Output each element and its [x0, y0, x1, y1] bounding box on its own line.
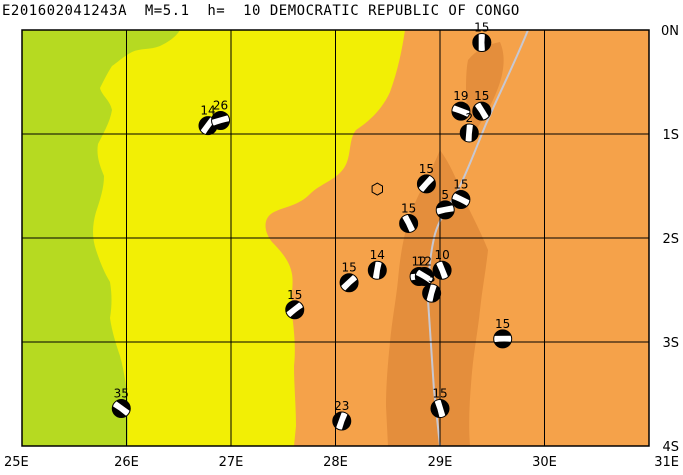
beachball-compression-quadrant: [368, 261, 376, 278]
focal-mechanism[interactable]: 15: [285, 288, 305, 320]
event-depth-label: 15: [453, 178, 468, 192]
beachball-compression-quadrant: [479, 102, 491, 117]
focal-mechanism[interactable]: 14: [367, 248, 387, 280]
beachball-compression-quadrant: [415, 274, 430, 286]
lon-tick-label: 28E: [323, 455, 348, 470]
beachball-compression-quadrant: [437, 211, 455, 219]
beachball-compression-quadrant: [211, 111, 228, 120]
beachball-compression-quadrant: [112, 406, 127, 418]
beachball-compression-quadrant: [484, 34, 491, 51]
focal-mechanism[interactable]: 15: [399, 201, 419, 233]
event-depth-label: 15: [474, 20, 489, 34]
beachball-compression-quadrant: [494, 341, 512, 348]
beachball-compression-quadrant: [451, 198, 468, 209]
event-depth-label: 14: [370, 248, 385, 262]
event-depth-label: 12: [411, 254, 426, 268]
event-depth-label: 15: [495, 317, 510, 331]
event-depth-label: 15: [401, 201, 416, 215]
epicenter-hexagon-icon: [371, 182, 383, 196]
lat-tick-label: 0N: [661, 24, 679, 39]
focal-mechanism[interactable]: 3: [422, 271, 442, 303]
beachball-compression-quadrant: [494, 329, 512, 336]
lon-tick-label: 27E: [219, 455, 244, 470]
event-depth-label: 12: [417, 254, 432, 268]
focal-mechanism[interactable]: 15: [339, 261, 359, 293]
lon-tick-label: 25E: [4, 455, 29, 470]
lat-tick-label: 1S: [662, 128, 679, 143]
lon-tick-label: 26E: [114, 455, 139, 470]
beachball-compression-quadrant: [332, 411, 342, 428]
lat-tick-label: 3S: [662, 336, 679, 351]
event-depth-label: 26: [213, 98, 228, 112]
lon-tick-label: 29E: [428, 455, 453, 470]
event-depth-label: 5: [441, 188, 449, 202]
event-depth-label: 3: [428, 271, 436, 285]
lon-tick-label: 30E: [532, 455, 557, 470]
event-depth-label: 19: [453, 89, 468, 103]
event-depth-label: 15: [287, 288, 302, 302]
event-depth-label: 10: [434, 248, 449, 262]
beachball-compression-quadrant: [199, 116, 211, 131]
axis-tick-labels: 25E 26E 27E 28E 29E 30E 31E 0N 1S 2S 3S 4S: [4, 24, 679, 470]
map-frame: [21, 29, 650, 447]
beachball-compression-quadrant: [432, 285, 441, 303]
beachball-compression-quadrant: [436, 200, 453, 209]
beachball-compression-quadrant: [433, 263, 443, 280]
event-depth-label: 2: [465, 111, 473, 125]
focal-mechanism[interactable]: 2: [459, 111, 479, 143]
beachball-compression-quadrant: [116, 399, 131, 411]
event-depth-label: 14: [200, 104, 215, 118]
event-depth-label: 15: [432, 387, 447, 401]
focal-mechanism[interactable]: 5: [435, 188, 455, 220]
focal-mechanism[interactable]: 15: [493, 317, 513, 349]
lat-tick-label: 4S: [662, 440, 679, 455]
beachball-compression-quadrant: [340, 273, 354, 287]
focal-mechanism[interactable]: 12: [414, 254, 434, 286]
focal-mechanism[interactable]: 23: [332, 399, 352, 431]
beachball-compression-quadrant: [471, 124, 479, 142]
focal-mechanism[interactable]: 15: [472, 89, 492, 121]
focal-mechanism[interactable]: 15: [451, 178, 471, 210]
beachball-compression-quadrant: [472, 34, 479, 51]
focal-mechanism[interactable]: 15: [472, 20, 492, 52]
focal-mechanism[interactable]: 15: [416, 162, 436, 194]
beachball-compression-quadrant: [418, 267, 434, 279]
beachball-compression-quadrant: [460, 124, 467, 142]
beachball-compression-quadrant: [441, 261, 452, 277]
beachball-compression-quadrant: [345, 279, 359, 292]
beachball-compression-quadrant: [399, 217, 410, 233]
beachball-compression-quadrant: [422, 284, 431, 301]
focal-mechanism[interactable]: 26: [211, 98, 231, 130]
beachball-compression-quadrant: [454, 190, 470, 201]
event-depth-label: 15: [474, 89, 489, 103]
focal-mechanism[interactable]: 14: [198, 104, 218, 136]
beachball-compression-quadrant: [378, 262, 387, 280]
beachball-compression-quadrant: [440, 399, 449, 416]
event-depth-label: 23: [334, 399, 349, 413]
lat-tick-label: 2S: [662, 232, 679, 247]
beachball-compression-quadrant: [423, 179, 436, 194]
map-title: E201602041243A M=5.1 h= 10 DEMOCRATIC RE…: [2, 3, 520, 19]
beachball-compression-quadrant: [431, 401, 440, 418]
event-depth-label: 15: [419, 162, 434, 176]
beachball-compression-quadrant: [290, 307, 304, 319]
beachball-compression-quadrant: [407, 214, 418, 230]
beachball-compression-quadrant: [213, 121, 230, 130]
beachball-compression-quadrant: [417, 174, 430, 189]
event-depth-label: 35: [114, 387, 129, 401]
beachball-compression-quadrant: [285, 300, 300, 313]
focal-mechanism[interactable]: 10: [432, 248, 452, 280]
beachball-compression-quadrant: [454, 102, 470, 112]
focal-mechanism[interactable]: 15: [430, 387, 450, 419]
beachball-compression-quadrant: [451, 111, 468, 121]
epicenter: [371, 182, 383, 196]
beachball-compression-quadrant: [472, 105, 484, 121]
beachball-compression-quadrant: [341, 414, 351, 431]
event-depth-label: 15: [341, 261, 356, 275]
lon-tick-label: 31E: [654, 455, 679, 470]
focal-mechanism[interactable]: 19: [451, 89, 471, 121]
focal-mechanism[interactable]: 35: [111, 387, 131, 419]
